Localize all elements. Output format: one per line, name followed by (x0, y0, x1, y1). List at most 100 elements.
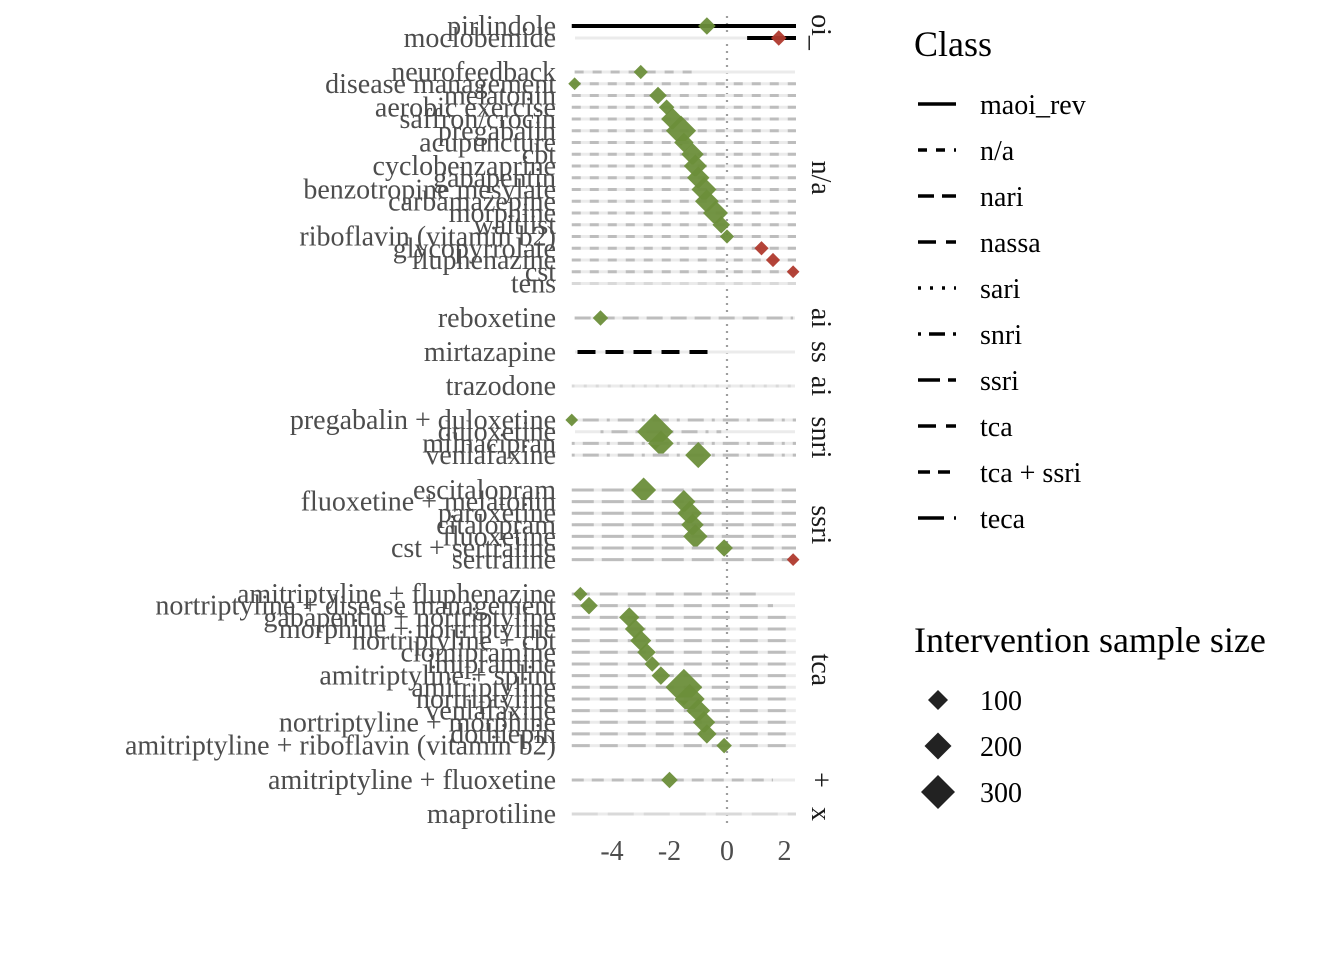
estimate-point (765, 252, 781, 268)
estimate-point (786, 265, 800, 279)
row-label: saffron/crocin (399, 104, 556, 135)
row-label: acupuncture (419, 128, 556, 159)
row-label: trazodone (446, 371, 556, 402)
row-label: cst (525, 257, 556, 288)
x-tick-label: -4 (600, 836, 623, 867)
row-label: venlafaxine (425, 440, 556, 471)
row-label: neurofeedback (391, 57, 556, 88)
row-label: dothiepin (450, 719, 556, 750)
row-label: nortriptyline + cbt (352, 626, 556, 657)
row-label: moclobemide (404, 23, 556, 54)
class-legend-label: tca + ssri (980, 458, 1082, 489)
facet-strips: oi_ n/a ai ss ai snri ssri tca + x (805, 14, 836, 821)
estimate-point (697, 724, 717, 744)
row-label: amitriptyline + fluphenazine (237, 579, 556, 610)
size-legend-key (921, 775, 955, 809)
row-label: mirtazapine (424, 337, 556, 368)
facet-strip-label: oi_ (805, 14, 836, 51)
facet-strip-label: + (805, 772, 836, 788)
row-label: amitriptyline + riboflavin (vitamin b2) (125, 731, 556, 762)
estimate-point (568, 77, 581, 91)
row-label: duloxetine (438, 417, 556, 448)
estimate-point (637, 643, 656, 662)
estimate-point (712, 215, 731, 234)
row-label: glycopyrrolate (393, 233, 556, 264)
estimate-point (644, 656, 660, 672)
row-label: cbt (522, 139, 556, 170)
size-legend-key (928, 690, 948, 710)
row-label: maprotiline (427, 799, 556, 830)
row-label: cyclobenzaprine (373, 151, 556, 182)
estimate-point (565, 413, 579, 427)
estimate-point (624, 618, 646, 640)
estimate-point (592, 310, 609, 326)
class-legend: Class maoi_rev n/a nari nassa sari snri ssri tc… (914, 24, 1086, 535)
estimate-point (719, 229, 735, 244)
row-label: gabapentin + nortriptyline (263, 602, 556, 633)
row-label: pirlindole (447, 11, 556, 42)
row-label: nortriptyline + morphine (279, 707, 556, 738)
size-legend-label: 100 (980, 686, 1022, 717)
class-legend-label: teca (980, 504, 1026, 535)
estimate-point (754, 241, 769, 256)
estimate-point (715, 539, 733, 557)
estimate-point (716, 737, 732, 754)
size-legend: Intervention sample size 100 200 300 (914, 620, 1266, 809)
estimate-point (674, 132, 694, 153)
row-label: reboxetine (438, 303, 556, 334)
size-legend-label: 200 (980, 732, 1022, 763)
row-label: pregabalin + duloxetine (290, 405, 556, 436)
row-label: disease management (325, 69, 556, 100)
class-legend-label: sari (980, 274, 1021, 305)
row-label: amitriptyline + fluoxetine (268, 765, 556, 796)
class-legend-label: snri (980, 320, 1022, 351)
y-axis-labels: pirlindolemoclobemideneurofeedbackdiseas… (125, 11, 556, 830)
size-legend-title: Intervention sample size (914, 620, 1266, 660)
row-label: fluoxetine (442, 521, 556, 552)
estimate-point (683, 524, 708, 549)
size-legend-key (924, 732, 952, 760)
facet-strip-label: x (805, 807, 836, 821)
class-legend-title: Class (914, 24, 992, 64)
row-label: gabapentin (433, 163, 556, 194)
class-legend-label: nari (980, 182, 1024, 213)
facet-strip-label: snri (805, 417, 836, 459)
estimate-point (661, 771, 678, 789)
row-label: pregabalin (438, 116, 556, 147)
facet-strip-label: ssri (805, 505, 836, 544)
x-tick-label: -2 (658, 836, 681, 867)
estimate-point (648, 430, 674, 457)
plot-area (565, 16, 800, 828)
row-label: melatonin (444, 81, 556, 112)
class-legend-label: nassa (980, 228, 1041, 259)
x-tick-label: 2 (778, 836, 792, 867)
row-label: nortriptyline (416, 684, 556, 715)
estimate-point (631, 477, 657, 503)
row-label: fluphenazine (411, 245, 556, 276)
row-label: morphine (449, 198, 556, 229)
facet-strip-label: tca (805, 653, 836, 686)
row-label: paroxetine (438, 498, 556, 529)
row-label: fluoxetine + melatonin (301, 487, 556, 518)
estimate-point (633, 64, 648, 80)
class-legend-label: maoi_rev (980, 90, 1086, 121)
row-label: aerobic exercise (375, 92, 556, 123)
class-legend-label: tca (980, 412, 1013, 443)
estimate-point (651, 666, 671, 685)
x-tick-label: 0 (720, 836, 734, 867)
x-axis: -4 -2 0 2 (600, 836, 791, 867)
estimate-point (685, 442, 712, 469)
row-label: amitriptyline + splint (319, 661, 556, 692)
row-label: venlafaxine (425, 696, 556, 727)
estimate-point (573, 586, 588, 602)
row-label: milnacipran (422, 428, 556, 459)
class-legend-label: ssri (980, 366, 1019, 397)
row-label: imipramine (427, 649, 556, 680)
row-label: morphine + nortriptyline (279, 614, 556, 645)
estimate-point (649, 86, 667, 105)
row-label: riboflavin (vitamin b2) (299, 222, 556, 253)
row-label: cst + sertraline (391, 533, 556, 564)
facet-strip-label: ss (805, 341, 836, 363)
estimate-point (580, 596, 598, 615)
